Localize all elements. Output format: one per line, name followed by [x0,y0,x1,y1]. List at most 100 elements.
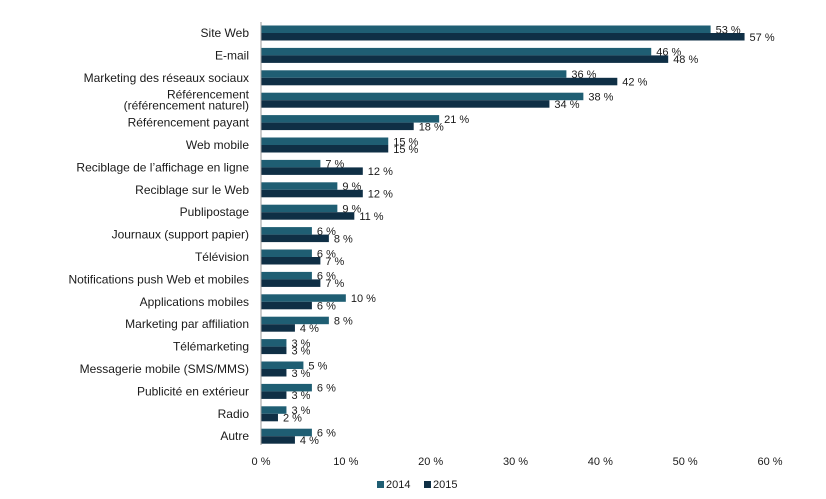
category-label: Télévision [195,250,249,264]
value-label-2015: 3 % [291,345,310,357]
legend: 2014 2015 [377,479,457,491]
value-label-2014: 21 % [444,114,469,126]
bar-2014 [261,428,312,437]
value-label-2015: 34 % [554,99,579,111]
legend-label-2014: 2014 [386,479,410,491]
bar-2015 [261,77,618,86]
bar-2014 [261,92,584,101]
bar-2015 [261,145,389,153]
bar-2014 [261,316,329,325]
value-label-2014: 36 % [571,69,596,81]
bar-2015 [261,234,329,243]
bar-2014 [261,271,312,280]
value-label-2014: 7 % [325,159,344,171]
bar-2015 [261,189,363,198]
value-label-2015: 11 % [359,211,383,223]
bar-2014 [261,182,338,190]
legend-swatch-2014 [377,481,384,488]
value-label-2015: 4 % [300,435,319,447]
value-label-2015: 3 % [291,368,310,380]
x-tick-label: 20 % [418,456,443,468]
value-label-2014: 6 % [317,271,336,283]
x-tick-label: 40 % [588,456,613,468]
category-label: Marketing par affiliation [125,317,249,331]
category-label: Télémarketing [173,340,249,354]
value-label-2015: 42 % [622,77,647,89]
value-label-2015: 48 % [673,54,698,66]
category-label: Radio [218,407,250,421]
value-label-2014: 46 % [656,47,681,59]
category-label: Messagerie mobile (SMS/MMS) [80,362,249,376]
value-label-2015: 8 % [334,233,353,245]
bar-2014 [261,137,389,145]
value-label-2014: 3 % [291,405,310,417]
value-label-2015: 7 % [325,278,344,290]
category-label: Publicité en extérieur [137,384,249,398]
bar-2014 [261,294,346,302]
legend-label-2015: 2015 [433,479,457,491]
value-label-2015: 18 % [419,121,444,133]
bar-2015 [261,257,321,265]
category-labels: Site Web E-mail Marketing des réseaux soci… [68,26,249,443]
bar-2015 [261,391,287,399]
bar-2014 [261,47,652,56]
value-label-2015: 12 % [368,166,393,178]
bar-2015 [261,212,355,220]
bar-2015 [261,413,278,422]
value-label-2015: 57 % [750,32,775,44]
legend-swatch-2015 [424,481,431,488]
category-label: Site Web [201,26,250,40]
x-tick-label: 60 % [757,456,782,468]
value-label-2015: 4 % [300,323,319,335]
bar-2014 [261,227,312,235]
bar-2014 [261,159,321,168]
category-label: Marketing des réseaux sociaux [84,71,249,85]
value-label-2014: 6 % [317,427,336,439]
category-label: Web mobile [186,138,249,152]
value-label-2014: 6 % [317,226,336,238]
bar-2015 [261,167,363,175]
bars [261,25,745,444]
category-label: Référencement (référencement naturel) [124,88,250,113]
x-axis-tick-labels: 0 % 10 % 20 % 30 % 40 % 50 % 60 % [252,456,783,468]
bar-2014 [261,383,312,392]
value-label-2015: 15 % [393,144,418,156]
bar-2014 [261,25,711,33]
bar-2015 [261,279,321,287]
value-label-2015: 3 % [291,390,310,402]
value-label-2014: 38 % [588,91,613,103]
value-label-2015: 6 % [317,301,336,313]
category-label: Reciblage de l’affichage en ligne [76,160,249,174]
value-label-2014: 5 % [308,360,327,372]
bar-2014 [261,70,567,78]
x-tick-label: 10 % [333,456,358,468]
bar-2015 [261,324,295,332]
bar-2014 [261,204,338,213]
value-label-2014: 8 % [334,315,353,327]
bar-2015 [261,369,287,377]
value-label-2014: 9 % [342,203,361,215]
x-tick-label: 50 % [673,456,698,468]
bar-2015 [261,346,287,355]
value-label-2014: 9 % [342,181,361,193]
value-labels: 53 % 57 % 46 %48 % 36 % 42 % 38 % 34 % 21 %18 %… [283,24,775,447]
value-label-2014: 15 % [393,136,418,148]
category-label: Notifications push Web et mobiles [68,272,249,286]
bar-2015 [261,100,550,108]
category-label: Journaux (support papier) [112,228,249,242]
value-label-2014: 3 % [291,338,310,350]
bar-2015 [261,436,295,444]
bar-2015 [261,122,414,131]
bar-2014 [261,361,304,369]
category-label: Autre [220,429,249,443]
value-label-2014: 10 % [351,293,376,305]
value-label-2014: 53 % [716,24,741,36]
value-label-2015: 12 % [368,189,393,201]
bar-2014 [261,249,312,257]
x-tick-label: 30 % [503,456,528,468]
category-label: Publipostage [180,205,250,219]
value-label-2015: 2 % [283,413,302,425]
bar-2015 [261,55,669,63]
category-label: Référencement payant [128,116,250,130]
